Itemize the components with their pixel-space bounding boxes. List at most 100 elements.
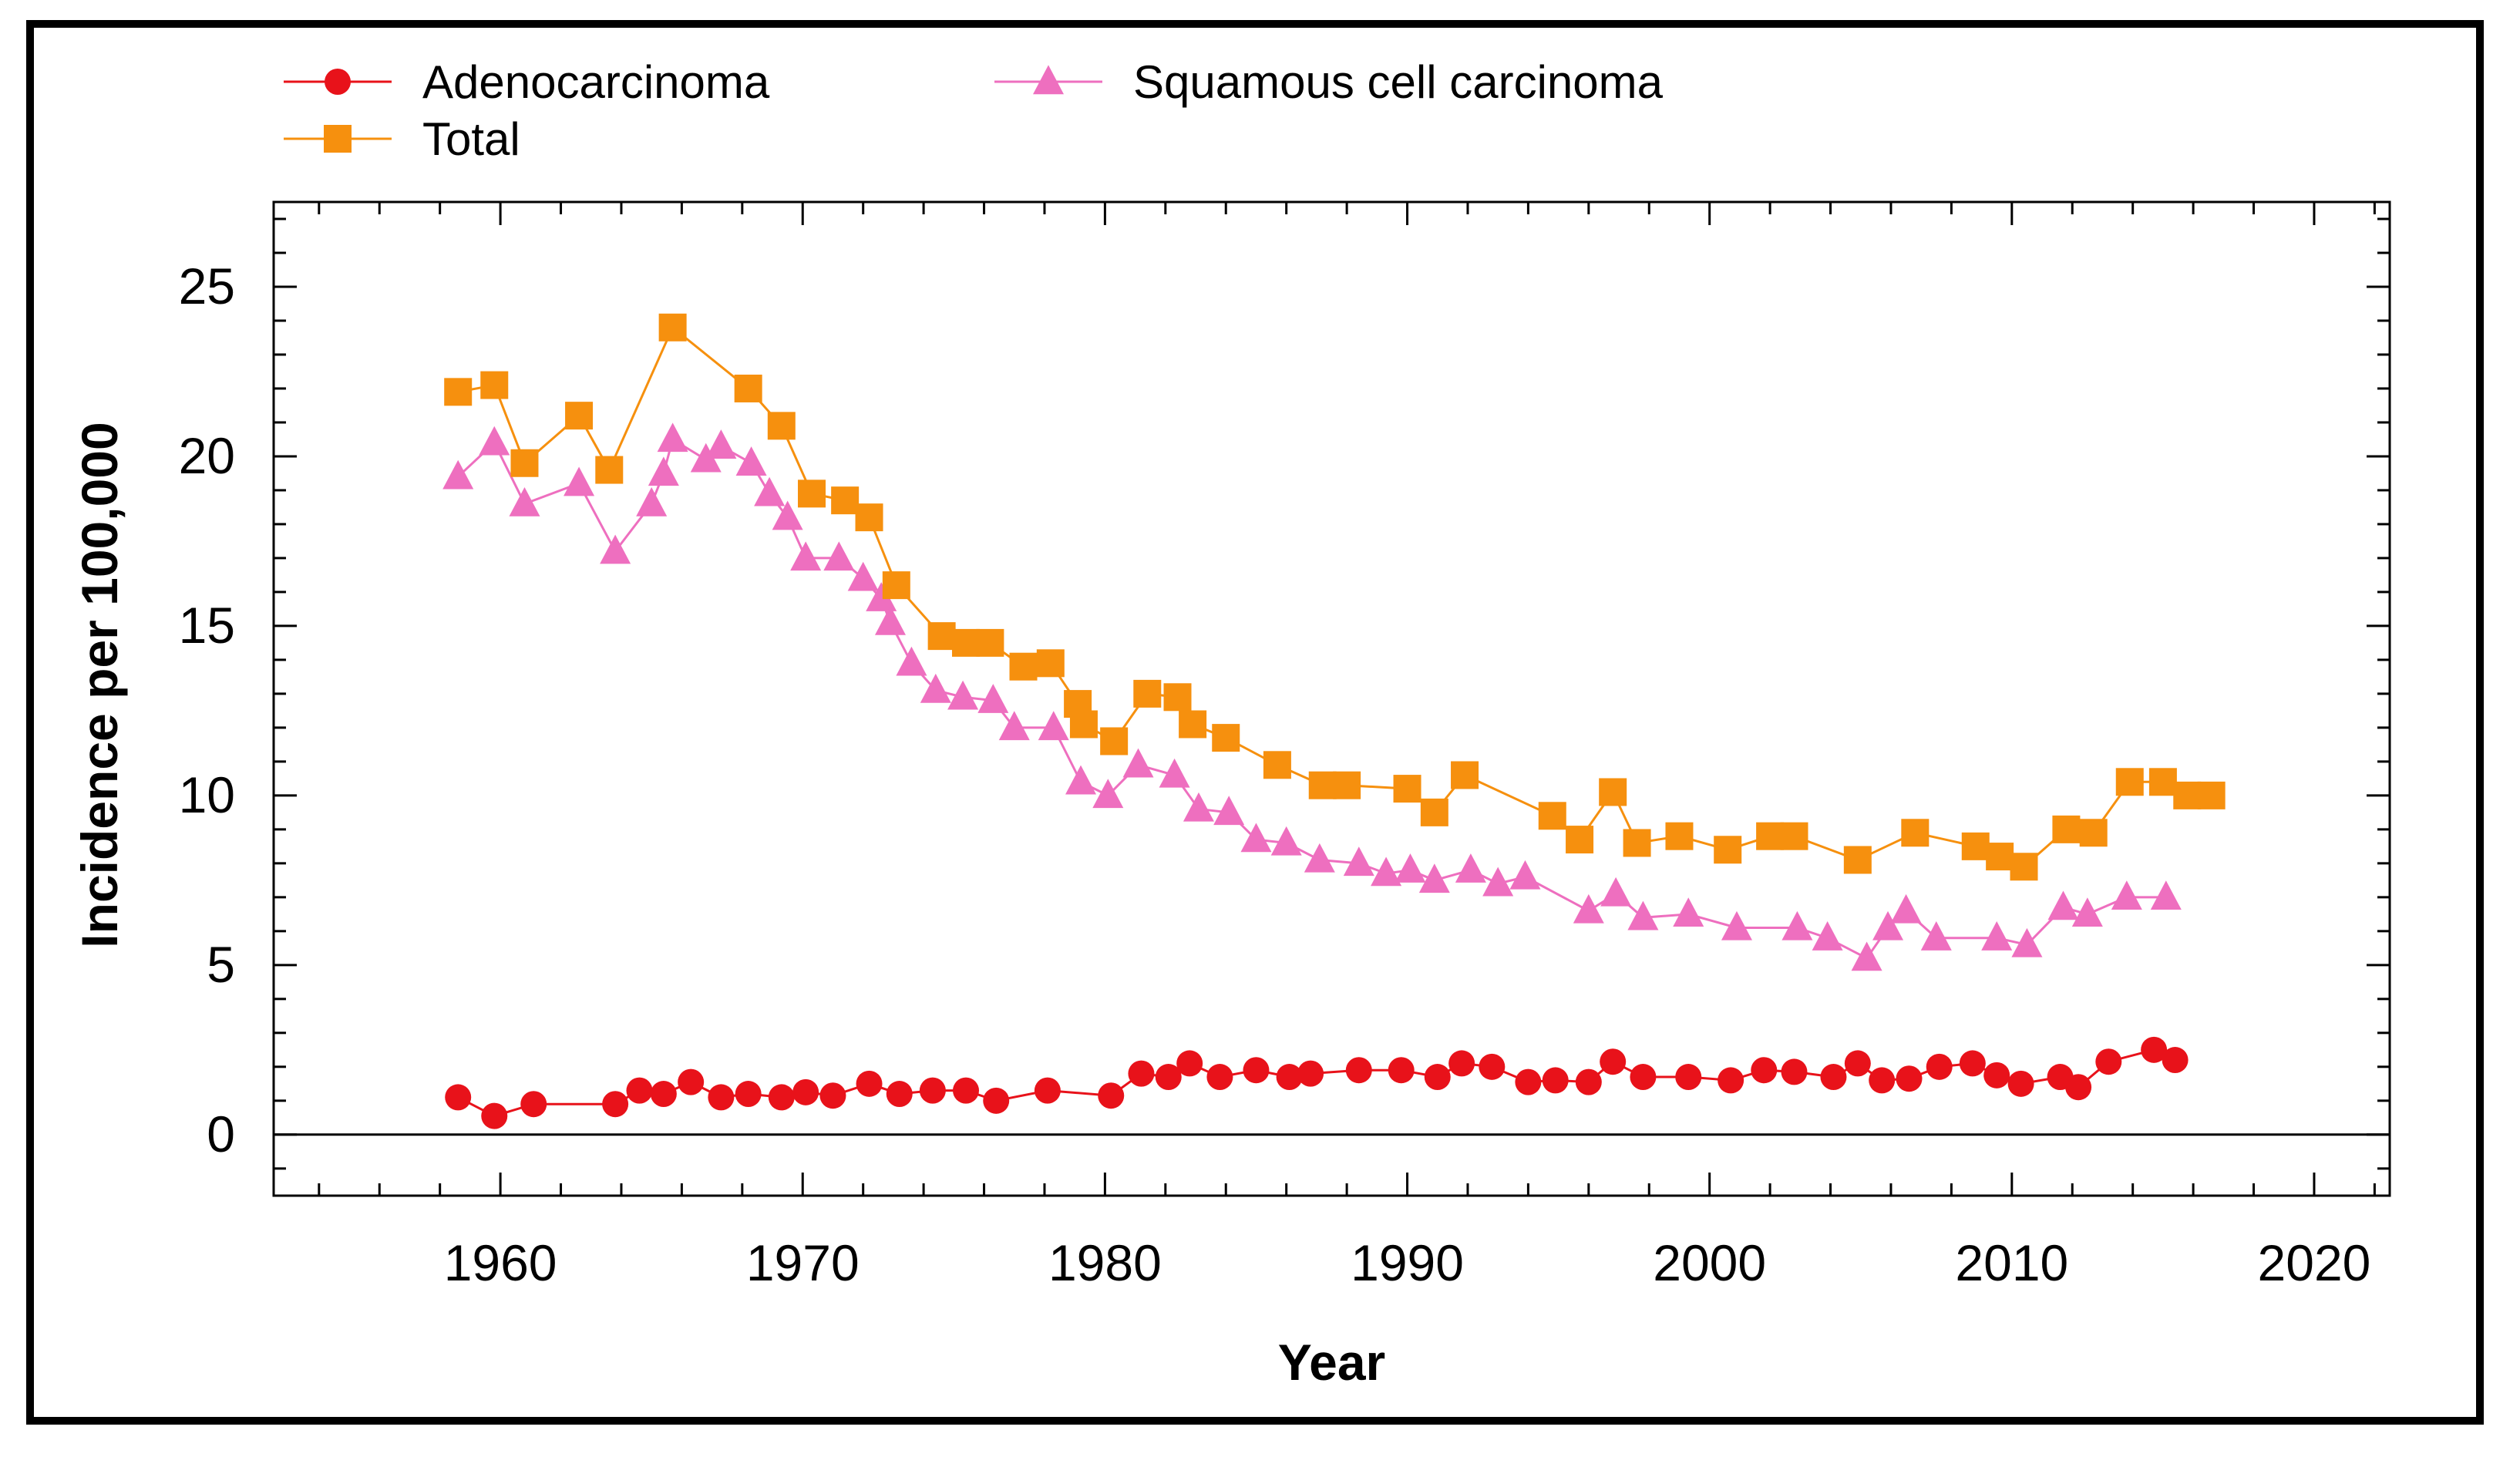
legend-marker [325, 69, 351, 95]
data-point [1065, 765, 1097, 795]
data-point [626, 1077, 653, 1104]
data-point [1961, 832, 1990, 860]
data-point [1155, 1064, 1182, 1091]
data-point [1183, 792, 1214, 822]
data-point [735, 446, 767, 476]
data-point [1781, 910, 1813, 940]
data-point [1345, 1057, 1372, 1084]
data-point [2052, 815, 2081, 843]
data-point [690, 442, 722, 473]
data-point [658, 313, 687, 342]
data-point [1038, 711, 1069, 741]
data-point [855, 503, 883, 532]
data-point [831, 486, 860, 515]
data-point [1420, 798, 1448, 826]
legend-marker [1033, 65, 1064, 95]
data-point [1455, 853, 1486, 883]
data-point [856, 1070, 883, 1097]
data-point [2173, 781, 2202, 809]
data-point [1851, 941, 1882, 971]
data-point [1820, 1064, 1847, 1091]
data-point [1098, 1082, 1125, 1109]
data-point [1869, 1067, 1896, 1094]
data-point [1600, 1048, 1627, 1075]
x-tick-label: 1970 [746, 1234, 860, 1291]
data-point [479, 426, 510, 456]
data-point [792, 1078, 819, 1105]
data-point [509, 486, 540, 517]
data-point [977, 684, 1009, 713]
data-point [2197, 781, 2226, 809]
data-point [2071, 897, 2103, 927]
data-point [657, 422, 688, 453]
data-point [481, 1102, 508, 1129]
data-point [708, 1084, 735, 1111]
data-point [2047, 890, 2079, 920]
data-point [1926, 1053, 1953, 1080]
data-point [734, 374, 762, 402]
data-point [600, 534, 631, 564]
data-point [1890, 893, 1922, 924]
data-point [2150, 880, 2182, 910]
data-point [866, 582, 897, 611]
data-point [1036, 649, 1065, 678]
data-point [705, 429, 737, 459]
data-point [1270, 826, 1302, 856]
data-point [952, 628, 981, 657]
series-adenocarcinoma [445, 1036, 2189, 1129]
series-line [457, 437, 2166, 960]
data-point [510, 449, 539, 477]
data-point [1509, 860, 1541, 890]
data-point [442, 459, 474, 490]
legend-marker [324, 125, 352, 153]
y-tick-label: 5 [207, 936, 235, 993]
data-point [1599, 778, 1627, 806]
data-point [790, 541, 822, 571]
data-point [1575, 1068, 1602, 1095]
data-point [1781, 1058, 1808, 1085]
data-point [1069, 710, 1098, 739]
data-point [1538, 802, 1566, 830]
data-point [2115, 768, 2144, 796]
legend-item: Adenocarcinoma [284, 56, 770, 108]
x-tick-label: 2020 [2258, 1234, 2371, 1291]
x-tick-label: 1990 [1351, 1234, 1464, 1291]
data-point [1673, 897, 1704, 927]
data-point [1128, 1060, 1155, 1087]
y-tick-label: 10 [179, 766, 235, 823]
data-point [1212, 724, 1240, 752]
data-point [1159, 758, 1190, 788]
chart-frame [26, 20, 2484, 1425]
data-point [874, 605, 906, 635]
data-point [920, 673, 951, 703]
data-point [1714, 836, 1742, 864]
data-point [882, 571, 910, 600]
data-point [1482, 866, 1514, 897]
data-point [1515, 1068, 1542, 1095]
data-point [754, 476, 786, 506]
data-point [1176, 1050, 1203, 1077]
data-point [1986, 843, 2014, 871]
data-point [1479, 1053, 1506, 1080]
data-point [1780, 822, 1808, 850]
data-point [1240, 823, 1272, 853]
data-point [1448, 1050, 1475, 1077]
series-squamous-cell-carcinoma [442, 422, 2182, 971]
data-point [564, 466, 595, 496]
data-point [595, 456, 624, 484]
data-point [2141, 1036, 2168, 1063]
data-point [678, 1068, 705, 1095]
data-point [1297, 1060, 1324, 1087]
data-point [919, 1077, 946, 1104]
y-tick-label: 20 [179, 427, 235, 484]
series-total [444, 313, 2226, 881]
data-point [1843, 846, 1872, 874]
data-point [1959, 1050, 1986, 1077]
legend-label: Squamous cell carcinoma [1133, 56, 1664, 108]
data-point [1756, 822, 1785, 850]
data-point [947, 680, 979, 710]
data-point [1812, 921, 1843, 951]
data-point [648, 456, 679, 486]
x-tick-label: 1960 [444, 1234, 557, 1291]
data-point [1009, 652, 1038, 681]
